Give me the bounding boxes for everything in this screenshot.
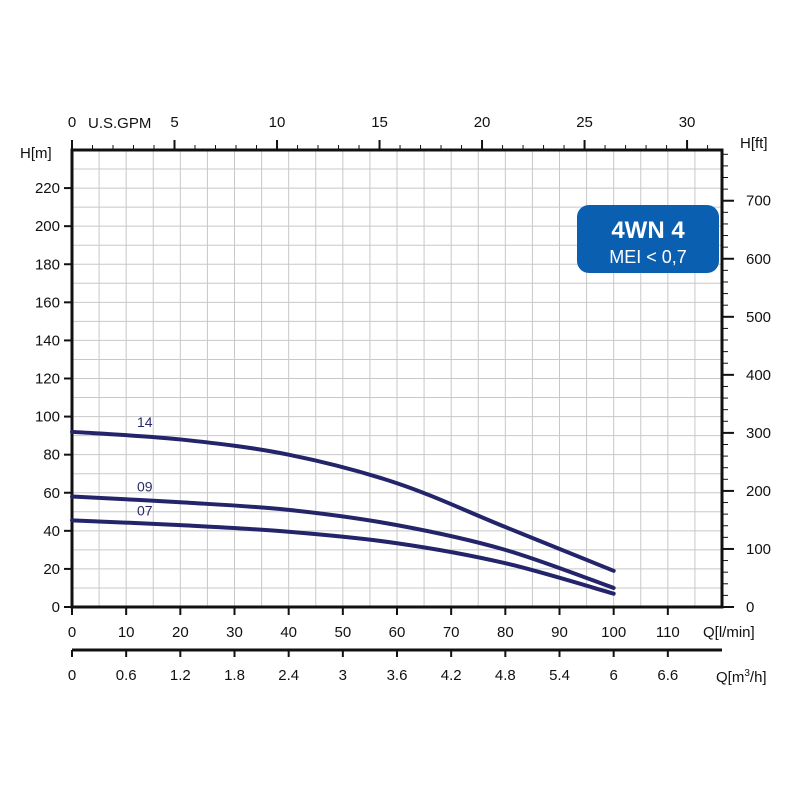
y-tick-label: 80 [43,447,60,464]
x-axis-label: Q[l/min] [703,624,755,641]
bottom-secondary-tick-label: 1.8 [224,667,245,684]
x-tick-label: 40 [280,624,297,641]
x-tick-label: 10 [118,624,135,641]
x-tick-label: 50 [334,624,351,641]
y-axis-label: H[m] [20,145,52,162]
bottom-secondary-tick-label: 3.6 [387,667,408,684]
grid [72,150,722,607]
y-tick-label: 0 [52,599,60,616]
bottom-axis-label: Q[m3/h] [716,668,767,686]
y-tick-label: 60 [43,485,60,502]
right-tick-label: 100 [746,541,771,558]
bottom-axis-label-end: /h] [750,669,767,686]
x-tick-label: 100 [601,624,626,641]
right-tick-label: 700 [746,193,771,210]
top-tick-label: 25 [576,114,593,131]
bottom-secondary-tick-label: 2.4 [278,667,299,684]
y-tick-label: 120 [35,371,60,388]
x-tick-label: 0 [68,624,76,641]
right-tick-label: 400 [746,367,771,384]
top-tick-label: 15 [371,114,388,131]
y-tick-label: 160 [35,294,60,311]
right-tick-label: 200 [746,483,771,500]
bottom-secondary-tick-label: 4.2 [441,667,462,684]
top-axis-label: U.S.GPM [88,115,151,132]
y-tick-label: 20 [43,561,60,578]
bottom-secondary-tick-label: 6 [609,667,617,684]
top-tick-label: 5 [170,114,178,131]
top-tick-label: 30 [679,114,696,131]
y-tick-label: 100 [35,409,60,426]
right-tick-label: 0 [746,599,754,616]
bottom-secondary-tick-label: 6.6 [657,667,678,684]
curves: 14 09 07 [70,414,616,596]
curve-label-09: 09 [137,479,153,495]
bottom-secondary-tick-label: 4.8 [495,667,516,684]
x-tick-label: 110 [656,624,680,641]
top-tick-label: 0 [68,114,76,131]
bottom-secondary-tick-label: 0.6 [116,667,137,684]
y-tick-label: 140 [35,332,60,349]
right-tick-label: 500 [746,309,771,326]
x-tick-label: 90 [551,624,568,641]
x-tick-label: 30 [226,624,243,641]
bottom-secondary-tick-label: 3 [339,667,347,684]
bottom-secondary-tick-label: 1.2 [170,667,191,684]
right-tick-label: 300 [746,425,771,442]
curve-07 [70,518,616,596]
badge-background [577,205,719,273]
y-tick-label: 220 [35,180,60,197]
bottom-axis-label-main: Q[m [716,669,744,686]
y-tick-label: 180 [35,256,60,273]
curve-label-07: 07 [137,502,153,518]
y-tick-label: 40 [43,523,60,540]
bottom-secondary-tick-label: 0 [68,667,76,684]
right-axis-label: H[ft] [740,135,768,152]
y-tick-label: 200 [35,218,60,235]
badge-subtitle: MEI < 0,7 [609,247,687,267]
top-tick-label: 20 [474,114,491,131]
curve-label-14: 14 [137,414,153,430]
model-badge: 4WN 4 MEI < 0,7 [577,205,719,273]
bottom-axis-label-sup: 3 [744,668,750,679]
right-tick-label: 600 [746,251,771,268]
bottom-secondary-tick-label: 5.4 [549,667,570,684]
badge-title: 4WN 4 [611,217,685,244]
x-tick-label: 20 [172,624,189,641]
x-tick-label: 70 [443,624,460,641]
x-tick-label: 60 [389,624,406,641]
top-tick-label: 10 [269,114,286,131]
curve-09 [70,494,616,590]
x-tick-label: 80 [497,624,514,641]
curve-14 [70,429,616,573]
